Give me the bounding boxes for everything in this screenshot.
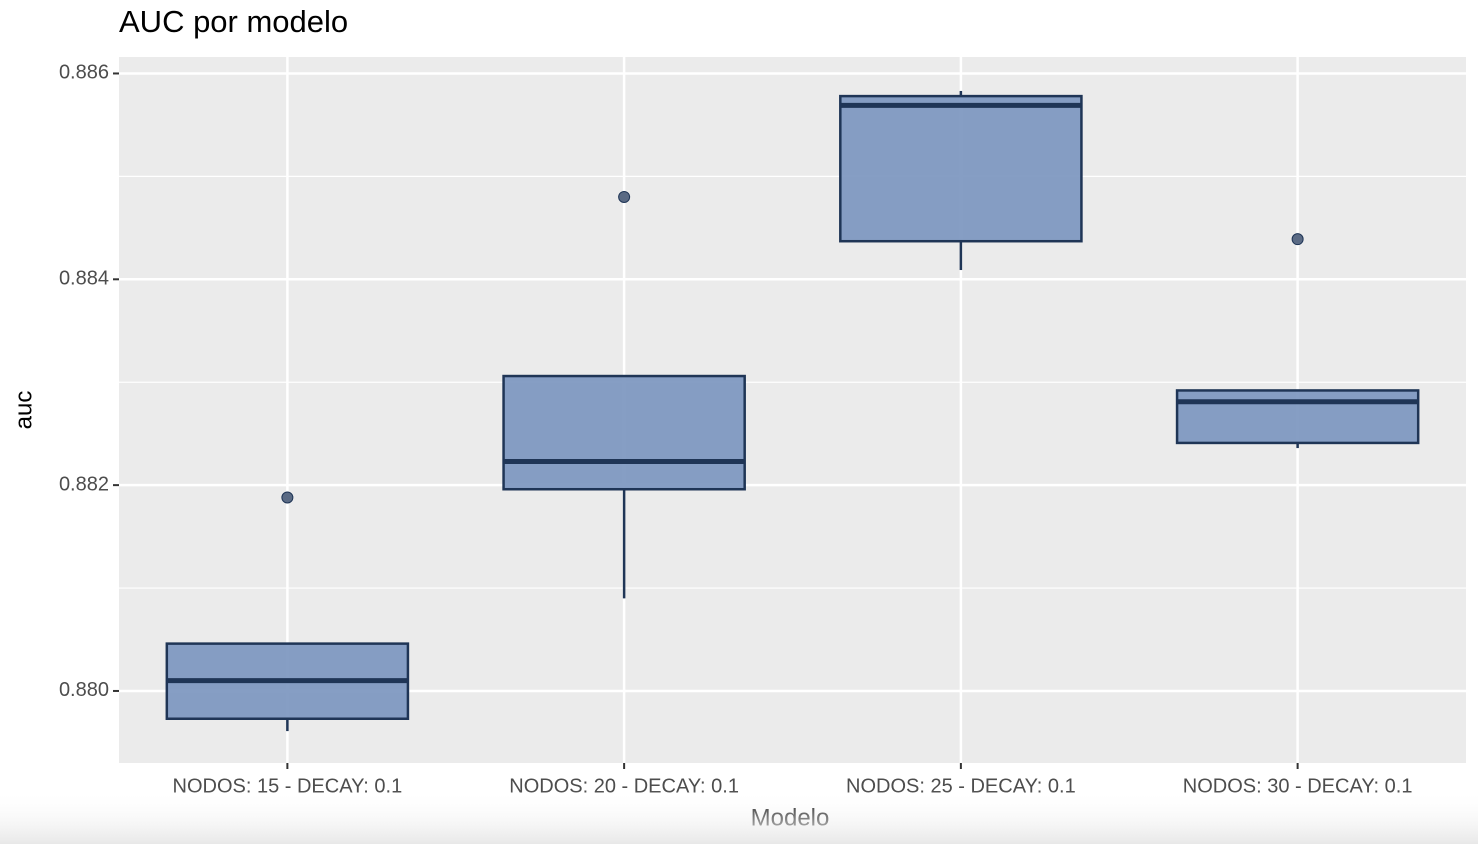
outlier <box>1291 233 1304 246</box>
y-tick-label: 0.880 <box>59 679 109 701</box>
box <box>839 94 1083 243</box>
y-tick-label: 0.882 <box>59 473 109 495</box>
box <box>1175 389 1420 445</box>
chart-title: AUC por modelo <box>119 4 348 39</box>
outlier <box>281 491 294 504</box>
bottom-fade <box>0 790 1478 844</box>
y-tick-label: 0.886 <box>59 62 109 84</box>
box <box>502 374 746 491</box>
outlier <box>618 190 631 203</box>
y-axis-title: auc <box>10 391 37 430</box>
y-tick-label: 0.884 <box>59 268 109 290</box>
